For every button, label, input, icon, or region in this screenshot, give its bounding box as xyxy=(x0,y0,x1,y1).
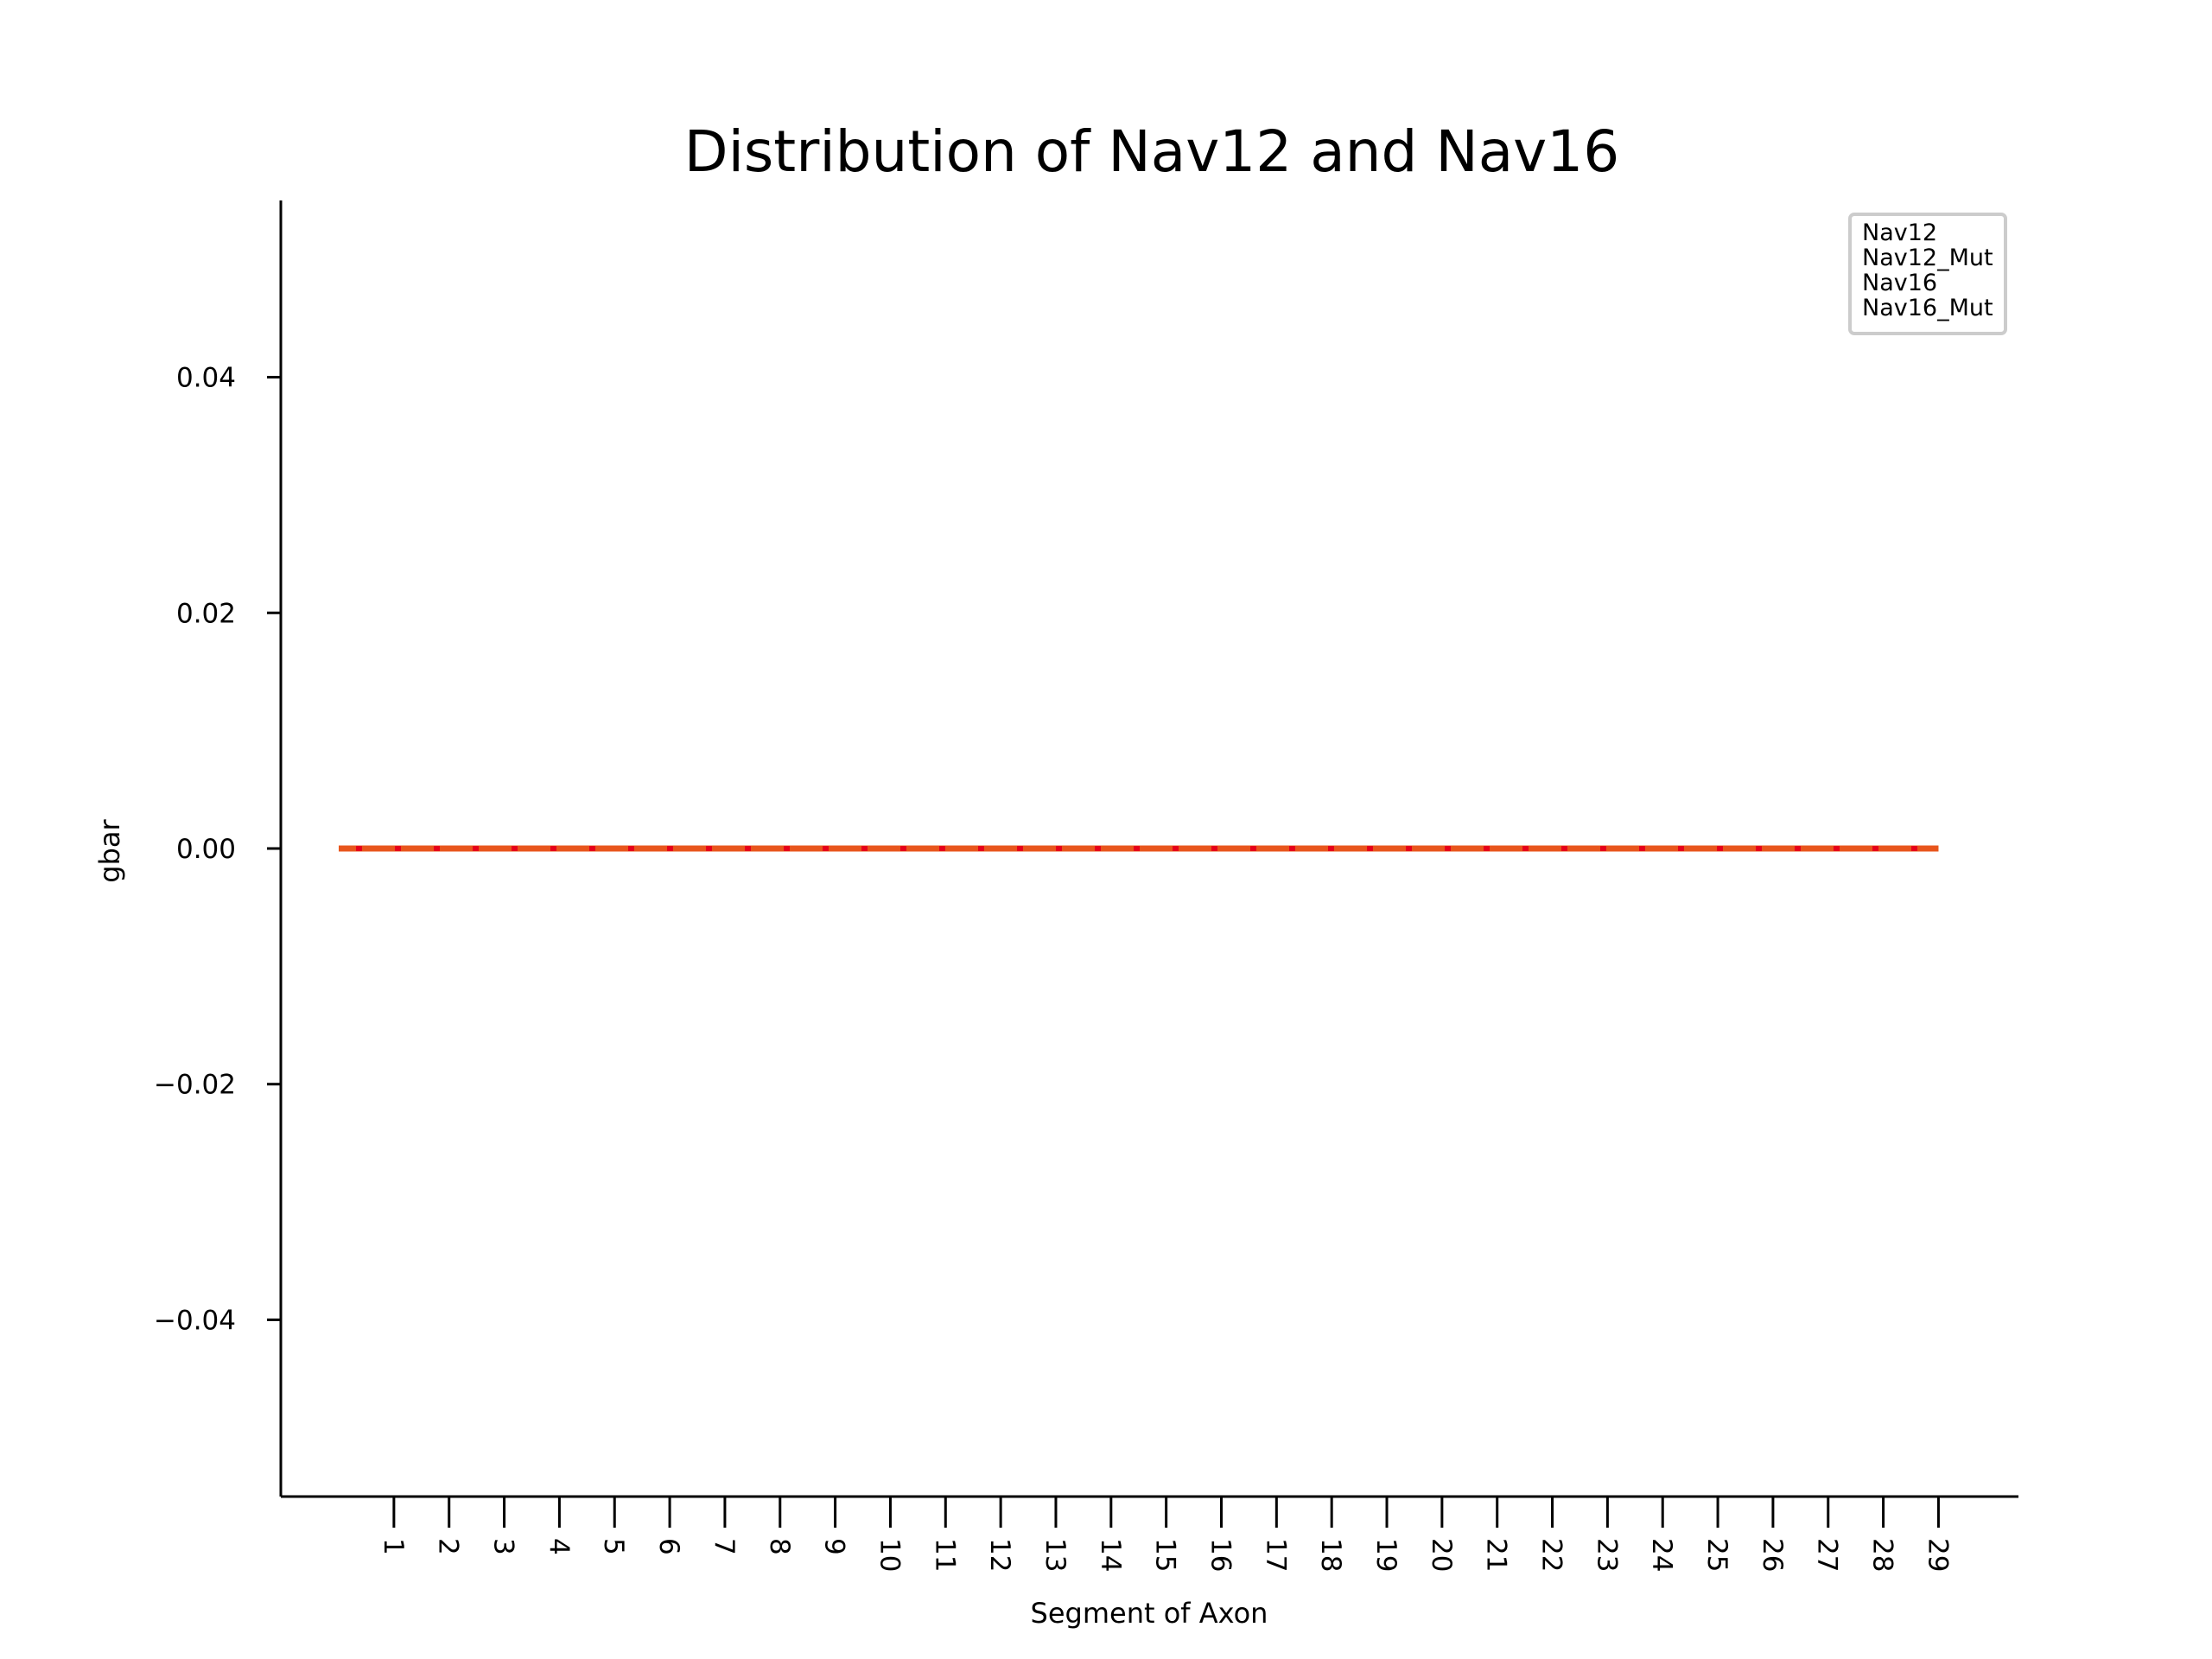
y-ticks: −0.04 −0.02 0.00 0.02 0.04 xyxy=(154,363,281,1336)
y-tick-label: 0.00 xyxy=(176,834,236,865)
x-tick-label: 24 xyxy=(1646,1538,1677,1572)
x-tick-label: 28 xyxy=(1867,1538,1898,1572)
legend-box xyxy=(1848,213,2007,335)
x-tick-label: 21 xyxy=(1481,1538,1512,1572)
y-axis-label: gbar xyxy=(93,818,126,882)
x-tick-label: 6 xyxy=(653,1538,684,1555)
x-tick-label: 20 xyxy=(1426,1538,1457,1572)
y-tick-label: −0.04 xyxy=(154,1305,236,1336)
x-tick-label: 12 xyxy=(984,1538,1015,1572)
legend-entry-nav16: Nav16 xyxy=(1862,270,1937,296)
x-tick-label: 1 xyxy=(378,1538,409,1555)
x-tick-label: 22 xyxy=(1536,1538,1567,1572)
x-tick-label: 4 xyxy=(543,1538,574,1555)
legend-entry-nav16-mut: Nav16_Mut xyxy=(1862,295,1993,321)
x-tick-label: 23 xyxy=(1591,1538,1622,1572)
x-tick-label: 14 xyxy=(1095,1538,1126,1572)
x-tick-label: 18 xyxy=(1315,1538,1346,1572)
x-tick-label: 29 xyxy=(1922,1538,1953,1572)
y-tick-label: −0.02 xyxy=(154,1070,236,1101)
x-tick-label: 26 xyxy=(1757,1538,1788,1572)
x-tick-label: 3 xyxy=(488,1538,519,1555)
x-tick-label: 19 xyxy=(1370,1538,1402,1572)
x-tick-label: 10 xyxy=(874,1538,905,1572)
x-tick-label: 17 xyxy=(1260,1538,1291,1572)
x-tick-label: 5 xyxy=(598,1538,629,1555)
chart-title: Distribution of Nav12 and Nav16 xyxy=(684,118,1619,185)
x-axis-label: Segment of Axon xyxy=(1031,1597,1268,1630)
legend-entry-nav12: Nav12 xyxy=(1862,219,1937,246)
x-tick-label: 9 xyxy=(819,1538,850,1555)
legend-entry-nav12-mut: Nav12_Mut xyxy=(1862,245,1993,271)
x-tick-label: 15 xyxy=(1150,1538,1181,1572)
y-tick-label: 0.02 xyxy=(176,598,236,629)
x-tick-label: 8 xyxy=(764,1538,795,1555)
x-tick-label: 2 xyxy=(433,1538,464,1555)
x-tick-label: 25 xyxy=(1701,1538,1732,1572)
x-tick-label: 16 xyxy=(1205,1538,1236,1572)
x-ticks: 1 2 3 4 5 6 7 8 9 10 11 12 13 14 15 16 17 18 19 20 21 22 23 24 2… xyxy=(378,1497,1953,1572)
x-tick-label: 27 xyxy=(1812,1538,1843,1572)
x-tick-label: 13 xyxy=(1039,1538,1071,1572)
y-tick-label: 0.04 xyxy=(176,363,236,394)
x-tick-label: 11 xyxy=(929,1538,960,1572)
x-tick-label: 7 xyxy=(709,1538,740,1555)
